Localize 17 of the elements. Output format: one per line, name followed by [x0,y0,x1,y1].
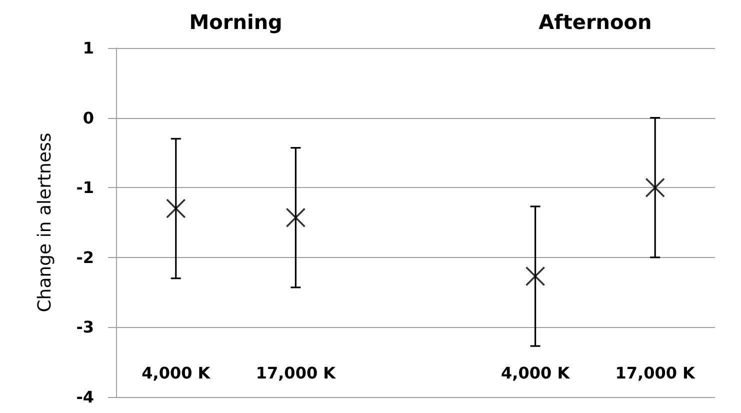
text: Afternoon [538,10,652,34]
y-tick-label: -4 [76,388,94,406]
y-tick-label: -1 [76,178,94,198]
x-tick-label: 17,000 K [615,364,696,382]
y-tick-label: 0 [82,108,94,128]
y-axis-title: Change in alertness [34,132,56,312]
point [525,266,546,286]
text: Morning [189,10,282,34]
x-tick-label: 4,000 K [142,364,211,382]
point [166,198,186,218]
x-tick-label: 4,000 K [501,364,570,382]
y-tick-label: -2 [76,248,94,267]
point [286,208,306,228]
point [645,178,665,198]
y-tick-label: -3 [76,318,94,337]
x-tick-label: 17,000 K [256,364,336,382]
y-tick-label: 1 [82,38,94,58]
